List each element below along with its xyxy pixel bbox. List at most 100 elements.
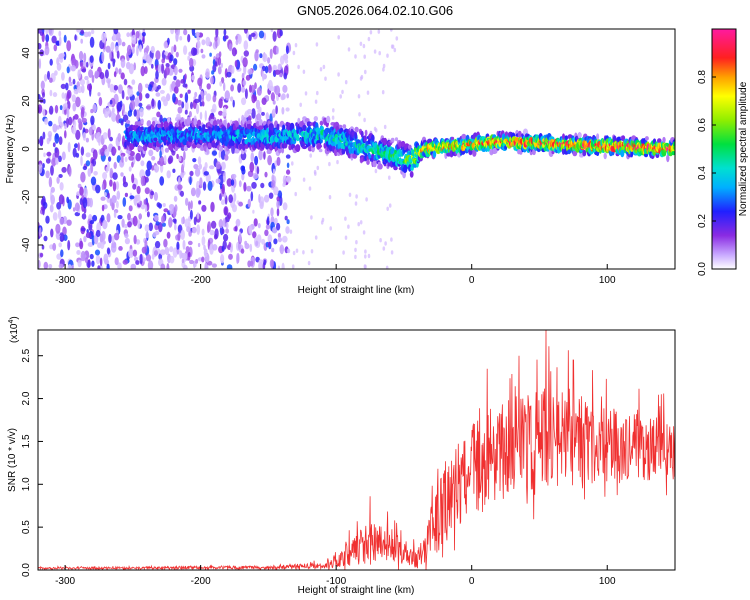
spectrogram-ridge-cell	[148, 149, 154, 157]
spectrogram-noise-cell	[112, 58, 116, 64]
spectrogram-ridge-cell	[582, 149, 587, 157]
spectrogram-noise-cell	[212, 94, 217, 103]
spectrogram-noise-cell	[50, 165, 54, 176]
spectrogram-noise-cell	[66, 40, 72, 52]
spectrogram-noise-cell	[235, 35, 238, 40]
spectrogram-noise-cell	[169, 204, 174, 215]
spectrogram-noise-cell	[199, 101, 203, 107]
spectrogram-x-tick-label: -300	[55, 275, 75, 286]
spectrogram-noise-cell	[164, 51, 169, 56]
spectrogram-ridge-cell	[427, 138, 433, 143]
spectrogram-noise-cell	[253, 63, 258, 71]
spectrogram-noise-cell	[139, 253, 143, 265]
spectrogram-noise-cell	[224, 207, 228, 216]
spectrogram-noise-cell	[82, 197, 88, 209]
spectrogram-ridge-cell	[363, 135, 367, 143]
spectrogram-noise-cell	[50, 186, 55, 193]
spectrogram-noise-cell	[259, 201, 264, 210]
spectrogram-noise-cell	[132, 249, 138, 257]
spectrogram-noise-cell	[173, 195, 178, 202]
spectrogram-noise-cell	[188, 230, 192, 237]
spectrogram-noise-cell	[182, 83, 188, 88]
spectrogram-noise-cell	[79, 79, 86, 86]
spectrogram-noise-cell	[180, 190, 184, 197]
spectrogram-ridge-cell	[356, 139, 361, 145]
spectrogram-noise-cell	[64, 122, 67, 130]
spectrogram-noise-cell	[78, 50, 84, 61]
spectrogram-ridge-cell	[281, 147, 285, 154]
spectrogram-noise-cell	[193, 216, 197, 226]
spectrogram-noise-cell	[252, 209, 255, 214]
spectrogram-noise-cell	[282, 175, 287, 186]
spectrogram-noise-cell	[173, 75, 177, 81]
spectrogram-noise-cell	[38, 260, 41, 269]
spectrogram-noise-cell	[339, 94, 343, 99]
spectrogram-noise-cell	[75, 242, 80, 248]
spectrogram-ridge-cell	[318, 148, 323, 153]
spectrogram-noise-cell	[192, 227, 197, 234]
spectrogram-ridge-cell	[129, 142, 135, 150]
spectrogram-noise-cell	[143, 199, 147, 205]
spectrogram-noise-cell	[168, 217, 173, 228]
spectrogram-ridge-cell	[198, 125, 202, 131]
spectrogram-noise-cell	[129, 150, 135, 157]
spectrogram-noise-cell	[277, 237, 282, 243]
spectrogram-noise-cell	[188, 111, 192, 118]
spectrogram-noise-cell	[116, 101, 122, 112]
spectrogram-noise-cell	[292, 250, 296, 256]
spectrogram-noise-cell	[238, 201, 244, 207]
spectrogram-noise-cell	[336, 159, 339, 165]
spectrogram-noise-cell	[324, 76, 327, 81]
spectrogram-noise-cell	[43, 98, 46, 104]
spectrogram-noise-cell	[243, 40, 249, 50]
spectrogram-noise-cell	[275, 69, 281, 75]
spectrogram-noise-cell	[80, 155, 83, 166]
spectrogram-noise-cell	[145, 254, 152, 262]
spectrogram-noise-cell	[279, 246, 283, 252]
snr-y-tick-label: 2.5	[21, 348, 32, 362]
spectrogram-ridge-cell	[364, 129, 368, 137]
spectrogram-noise-cell	[210, 76, 214, 85]
spectrogram-noise-cell	[38, 163, 43, 174]
spectrogram-noise-cell	[95, 229, 101, 238]
spectrogram-ridge-cell	[230, 140, 235, 146]
spectrogram-noise-cell	[39, 97, 44, 104]
spectrogram-noise-cell	[127, 212, 131, 221]
spectrogram-noise-cell	[354, 54, 357, 59]
spectrogram-noise-cell	[262, 53, 268, 63]
spectrogram-noise-cell	[174, 204, 178, 213]
spectrogram-noise-cell	[153, 191, 158, 201]
spectrogram-noise-cell	[98, 96, 103, 107]
spectrogram-noise-cell	[42, 92, 45, 98]
spectrogram-noise-cell	[82, 132, 87, 141]
spectrogram-noise-cell	[40, 137, 43, 146]
spectrogram-noise-cell	[161, 222, 166, 227]
spectrogram-noise-cell	[113, 211, 117, 218]
spectrogram-noise-cell	[83, 31, 90, 38]
spectrogram-noise-cell	[106, 213, 111, 223]
spectrogram-noise-cell	[67, 142, 71, 153]
spectrogram-noise-cell	[135, 31, 140, 39]
snr-x-tick-label: -300	[55, 576, 75, 587]
spectrogram-noise-cell	[250, 152, 255, 163]
spectrogram-noise-cell	[175, 79, 181, 88]
spectrogram-noise-cell	[105, 107, 111, 115]
spectrogram-y-tick-label: 20	[21, 95, 32, 107]
spectrogram-noise-cell	[115, 181, 120, 190]
spectrogram-y-tick-label: 0	[21, 146, 32, 152]
spectrogram-noise-cell	[42, 108, 46, 117]
spectrogram-noise-cell	[347, 47, 351, 52]
spectrogram-noise-cell	[201, 204, 207, 212]
spectrogram-noise-cell	[101, 230, 106, 241]
spectrogram-noise-cell	[236, 253, 239, 265]
spectrogram-noise-cell	[121, 90, 125, 100]
spectrogram-noise-cell	[347, 224, 350, 229]
spectrogram-noise-cell	[75, 152, 80, 158]
spectrogram-noise-cell	[66, 219, 72, 226]
colorbar-tick-label: 0.6	[697, 118, 708, 132]
spectrogram-noise-cell	[54, 104, 59, 114]
spectrogram-noise-cell	[104, 192, 107, 197]
spectrogram-noise-cell	[201, 256, 205, 263]
spectrogram-noise-cell	[54, 147, 60, 159]
spectrogram-noise-cell	[45, 170, 50, 179]
